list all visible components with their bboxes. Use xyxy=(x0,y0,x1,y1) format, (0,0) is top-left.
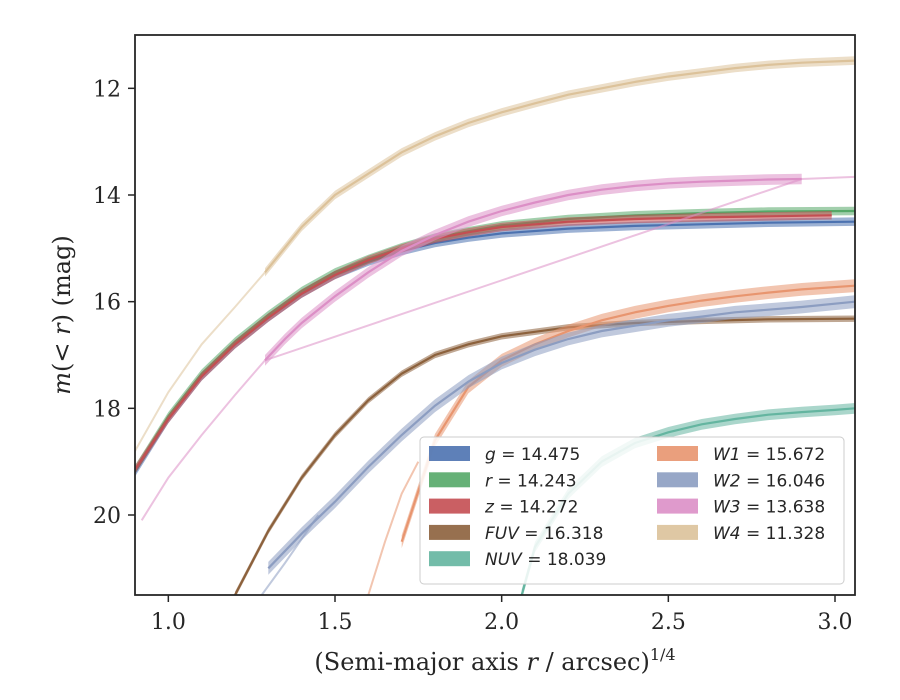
legend-swatch-g xyxy=(429,446,470,461)
legend-band-value: = 18.039 xyxy=(522,550,607,570)
series-fuv-band xyxy=(235,315,855,595)
curve-layer xyxy=(135,56,855,595)
legend-label-z: z = 14.272 xyxy=(484,498,578,518)
y-tick-label: 20 xyxy=(93,504,121,529)
legend-band-value: = 15.672 xyxy=(741,445,826,465)
y-tick-label: 14 xyxy=(93,184,121,209)
y-tick-label: 18 xyxy=(93,397,121,422)
y-tick-label: 12 xyxy=(93,77,121,102)
legend-band-name: W4 xyxy=(713,524,741,544)
legend-label-nuv: NUV = 18.039 xyxy=(485,550,606,570)
series-w1-faint-line xyxy=(367,461,420,595)
legend-label-w3: W3 = 13.638 xyxy=(713,498,825,518)
legend-swatch-nuv xyxy=(429,551,470,567)
legend-band-name: FUV xyxy=(485,524,520,544)
legend-label-fuv: FUV = 16.318 xyxy=(485,524,603,544)
legend-swatch-w1 xyxy=(657,446,698,461)
x-tick-label: 1.5 xyxy=(318,610,353,635)
legend-swatch-r xyxy=(429,472,470,488)
legend-band-value: = 14.475 xyxy=(496,445,581,465)
legend-band-name: g xyxy=(485,445,496,465)
legend-swatch-z xyxy=(429,498,470,514)
legend-band-value: = 14.272 xyxy=(494,498,579,518)
y-axis-label: m(< r) (mag) xyxy=(48,235,76,395)
legend-band-name: z xyxy=(484,498,495,518)
legend-swatch-w3 xyxy=(657,498,698,514)
series-w4-faint-line xyxy=(135,271,266,452)
legend-label-w4: W4 = 11.328 xyxy=(713,524,825,544)
x-tick-label: 3.0 xyxy=(818,610,853,635)
legend-swatch-w2 xyxy=(657,472,698,488)
x-axis-label-exponent: 1/4 xyxy=(650,645,676,664)
x-tick-label: 2.0 xyxy=(484,610,519,635)
plot-frame xyxy=(134,34,856,596)
legend-band-value: = 16.046 xyxy=(741,471,826,491)
y-axis-label-post: ) (mag) xyxy=(48,235,76,323)
series-w4-line xyxy=(264,59,855,273)
legend-band-value: = 11.328 xyxy=(741,524,826,544)
series-w3-line xyxy=(264,177,802,362)
legend-label-w1: W1 = 15.672 xyxy=(713,445,825,465)
y-axis-label-mid: (< xyxy=(48,335,76,372)
legend-band-value: = 14.243 xyxy=(492,471,577,491)
legend-band-name: r xyxy=(485,471,493,491)
legend-band-name: W1 xyxy=(713,445,741,465)
series-w4-band xyxy=(265,56,855,277)
x-tick-label: 1.0 xyxy=(151,610,186,635)
legend-label-w2: W2 = 16.046 xyxy=(713,471,825,491)
legend-band-name: NUV xyxy=(485,550,523,570)
x-axis-label-rest: / arcsec) xyxy=(538,648,650,676)
legend-band-name: W2 xyxy=(713,471,741,491)
series-w2-line xyxy=(267,300,855,570)
legend-label-r: r = 14.243 xyxy=(485,471,577,491)
x-axis-label: (Semi-major axis r / arcsec)1/4 xyxy=(314,645,675,676)
x-tick-label: 2.5 xyxy=(651,610,686,635)
legend-swatch-fuv xyxy=(429,524,470,540)
legend-band-value: = 16.318 xyxy=(519,524,604,544)
tick-layer: 1.0 1.5 2.0 2.5 3.0 12 14 16 18 20 xyxy=(93,77,853,635)
y-tick-label: 16 xyxy=(93,291,121,316)
x-axis-label-main: (Semi-major axis xyxy=(314,648,526,676)
y-axis-label-var: r xyxy=(48,322,76,335)
legend-swatch-w4 xyxy=(657,524,698,540)
legend-box xyxy=(419,436,845,585)
y-axis-label-pre: m xyxy=(48,372,76,395)
legend-label-g: g = 14.475 xyxy=(485,445,580,465)
legend-band-value: = 13.638 xyxy=(741,498,826,518)
legend-band-name: W3 xyxy=(713,498,741,518)
x-axis-label-var: r xyxy=(526,648,539,676)
series-g-line xyxy=(135,220,855,473)
